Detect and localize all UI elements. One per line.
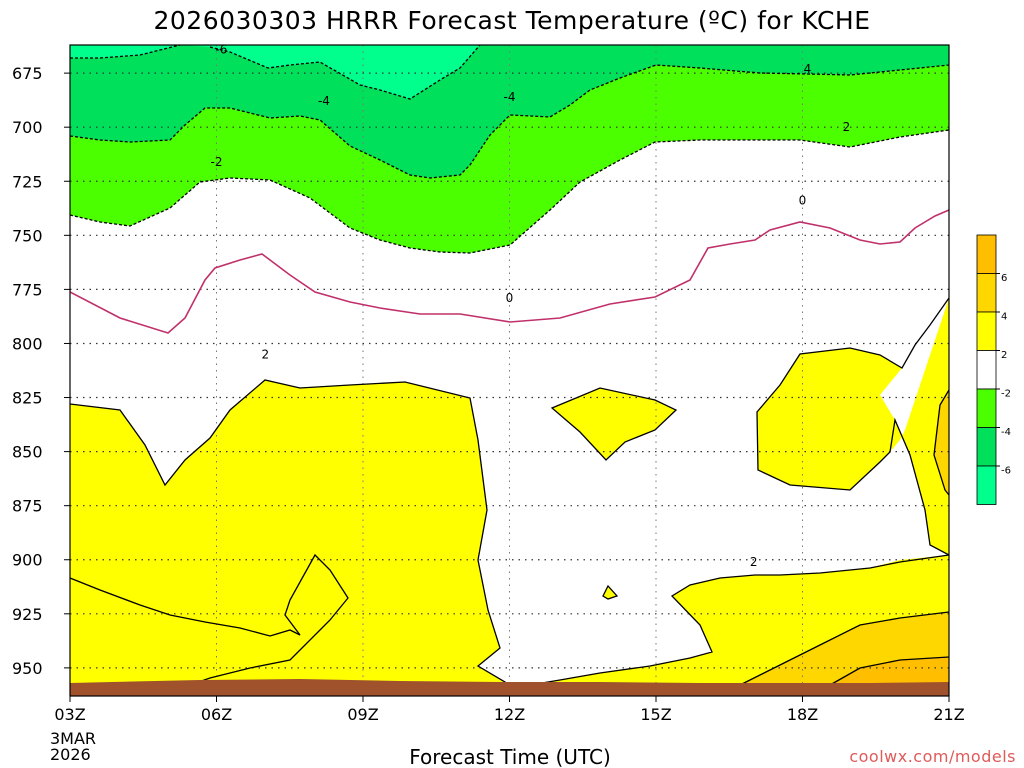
x-axis-ticks: 03Z 06Z 09Z 12Z 15Z 18Z 21Z [54,696,965,724]
grid [70,45,949,696]
y-tick-label: 825 [12,389,43,408]
ground-surface [70,679,949,696]
fill-region-plus2-mid [552,388,676,460]
contour-line-minus2 [70,129,949,254]
y-tick-label: 850 [12,443,43,462]
chart-title: 2026030303 HRRR Forecast Temperature (ºC… [154,6,871,35]
fill-region-plus2-right [530,298,949,685]
y-tick-label: 800 [12,334,43,353]
y-tick-label: 750 [12,226,43,245]
contour-label: 2 [262,347,270,361]
fill-region-minus6-left [70,45,180,58]
y-tick-label: 700 [12,118,43,137]
legend-label: -6 [1001,466,1011,477]
contour-line-plus6 [829,656,949,686]
x-tick-label: 06Z [201,705,232,724]
x-tick-label: 18Z [787,705,818,724]
contour-label: -4 [504,90,516,104]
y-tick-label: 775 [12,280,43,299]
fill-region-plus2-left [70,380,510,685]
legend-label: 4 [1001,312,1007,323]
credit-text: coolwx.com/models [849,747,1016,766]
x-tick-label: 12Z [494,705,525,724]
x-tick-label: 03Z [54,705,85,724]
contour-lines [70,45,949,686]
contour-label: 0 [506,291,514,305]
contour-labels: -6 -4 -4 4 -2 2 0 0 2 2 [211,42,851,569]
legend-swatch [976,465,997,505]
contour-label: -6 [215,42,227,56]
x-tick-label: 09Z [347,705,378,724]
contour-line-zero [70,209,949,334]
contour-line-minus4 [70,64,949,179]
y-tick-label: 875 [12,497,43,516]
contour-line-minus6 [70,45,481,100]
fill-region-plus6 [830,657,949,685]
x-date-label-year: 2026 [50,745,91,764]
y-tick-label: 950 [12,659,43,678]
y-tick-label: 725 [12,172,43,191]
legend-label: -2 [1001,389,1011,400]
legend-label: 6 [1001,273,1007,284]
x-tick-label: 15Z [640,705,671,724]
legend-label: 2 [1001,350,1007,361]
contour-line-plus4 [739,389,949,686]
legend-label: -4 [1001,427,1011,438]
y-axis-ticks: 675 700 725 750 775 800 825 850 875 900 925 950 [12,64,70,678]
legend-swatch [976,234,997,274]
contour-label: 4 [804,62,812,76]
contour-label: 2 [750,555,758,569]
legend-swatch [976,273,997,313]
contour-label: 0 [799,194,807,208]
fill-region-plus4 [740,390,949,685]
color-legend: 6 4 2 -2 -4 -6 [976,234,1011,505]
contour-label: 2 [843,120,851,134]
x-date-label-day: 3MAR [50,729,96,748]
x-tick-label: 21Z [933,705,964,724]
legend-swatch [976,350,997,390]
contour-label: -2 [211,155,223,169]
y-tick-label: 900 [12,551,43,570]
x-axis-label: Forecast Time (UTC) [409,745,611,768]
contour-label: -4 [318,94,330,108]
legend-swatch [976,311,997,351]
legend-swatch [976,388,997,428]
y-tick-label: 925 [12,605,43,624]
fill-region-minus6 [180,45,949,99]
contour-line-plus2 [70,297,949,686]
y-tick-label: 675 [12,64,43,83]
plot-area: -6 -4 -4 4 -2 2 0 0 2 2 [70,42,949,696]
legend-swatch [976,427,997,467]
